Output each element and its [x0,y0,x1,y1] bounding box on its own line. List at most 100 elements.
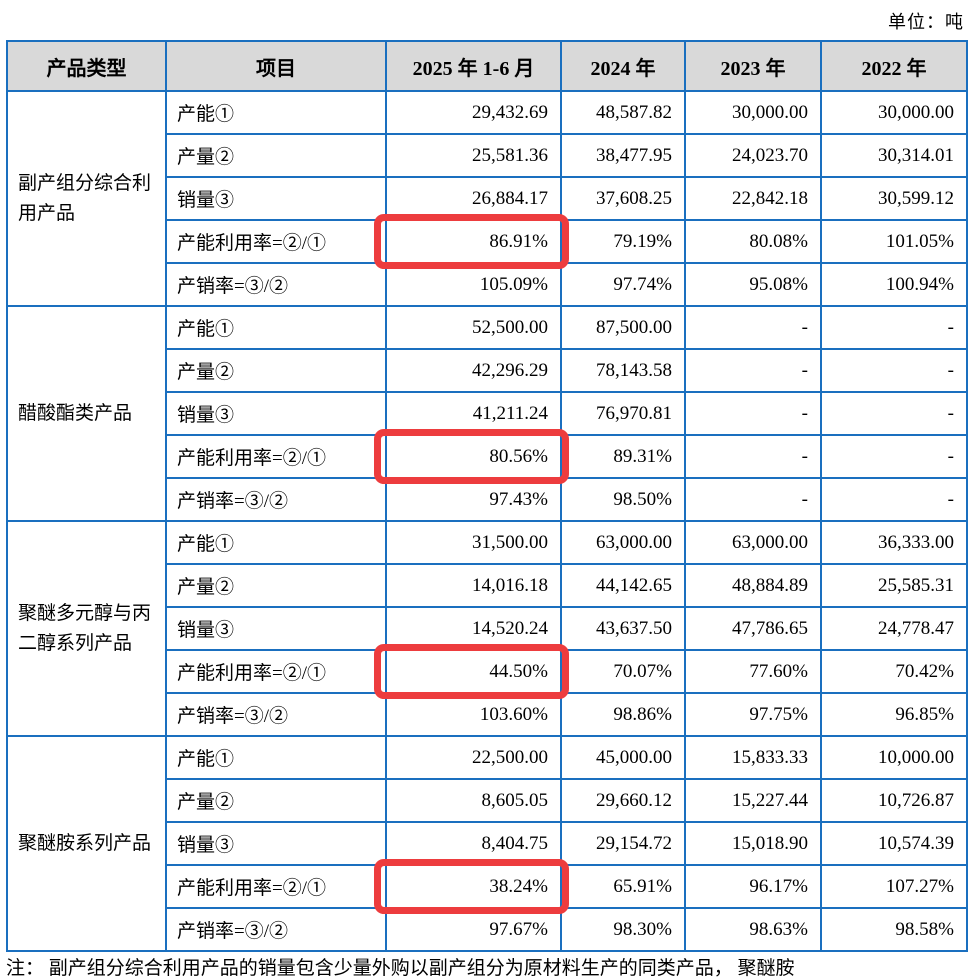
unit-label: 单位：吨 [888,12,964,32]
value-cell: 97.75% [684,692,822,737]
row-label-cell: 产能① [165,735,387,780]
value-cell: 98.30% [560,907,686,952]
value-cell: 87,500.00 [560,305,686,350]
row-label-cell: 产能利用率=②/① [165,219,387,264]
row-label-cell: 产能① [165,520,387,565]
category-cell: 醋酸酯类产品 [6,305,167,522]
table-row: 聚醚胺系列产品 产能① 22,500.00 45,000.00 15,833.3… [6,735,968,952]
category-cell: 聚醚胺系列产品 [6,735,167,952]
value-cell: 105.09% [385,262,562,307]
value-cell: 37,608.25 [560,176,686,221]
header-row: 产品类型 项目 2025 年 1-6 月 2024 年 2023 年 2022 … [6,40,968,92]
value-cell: 25,581.36 [385,133,562,178]
value-cell: 42,296.29 [385,348,562,393]
value-cell: 52,500.00 [385,305,562,350]
value-cell: 63,000.00 [560,520,686,565]
row-label-cell: 产销率=③/② [165,262,387,307]
row-label-cell: 产销率=③/② [165,907,387,952]
row-label-cell: 产能① [165,90,387,135]
value-cell: 43,637.50 [560,606,686,651]
value-cell: - [684,305,822,350]
header-2022: 2022 年 [820,40,968,92]
value-text: 86.91% [489,230,548,252]
value-cell: 30,000.00 [820,90,968,135]
row-label-cell: 销量③ [165,391,387,436]
value-cell: 48,884.89 [684,563,822,608]
table-row: 产销率=③/② 97.43% 98.50% - - [7,477,968,522]
value-cell: 36,333.00 [820,520,968,565]
value-cell: 95.08% [684,262,822,307]
value-cell: 77.60% [684,649,822,694]
value-cell: 96.17% [684,864,822,909]
category-cell: 副产组分综合利用产品 [6,90,167,307]
value-cell: 101.05% [820,219,968,264]
production-capacity-table: 产品类型 项目 2025 年 1-6 月 2024 年 2023 年 2022 … [6,40,968,952]
value-cell: 97.67% [385,907,562,952]
value-cell: - [684,391,822,436]
value-cell: - [820,348,968,393]
table-row: 产量② 25,581.36 38,477.95 24,023.70 30,314… [7,133,968,178]
value-cell: 41,211.24 [385,391,562,436]
value-cell-highlighted: 38.24% [374,859,569,914]
value-cell: 15,833.33 [684,735,822,780]
row-label-cell: 产能利用率=②/① [165,649,387,694]
value-cell: 25,585.31 [820,563,968,608]
row-label-cell: 产销率=③/② [165,692,387,737]
value-cell: 63,000.00 [684,520,822,565]
value-cell: 103.60% [385,692,562,737]
row-label-cell: 产销率=③/② [165,477,387,522]
row-label-cell: 产能利用率=②/① [165,864,387,909]
value-cell: - [684,477,822,522]
value-cell: 107.27% [820,864,968,909]
category-cell: 聚醚多元醇与丙二醇系列产品 [6,520,167,737]
value-cell: 44,142.65 [560,563,686,608]
footnote: 注： 副产组分综合利用产品的销量包含少量外购以副产组分为原材料生产的同类产品， … [6,958,795,979]
value-text: 44.50% [489,660,548,682]
value-cell: 29,432.69 [385,90,562,135]
value-cell: 8,404.75 [385,821,562,866]
row-label-cell: 产能① [165,305,387,350]
row-label-cell: 产量② [165,778,387,823]
row-label-cell: 销量③ [165,606,387,651]
value-cell: 14,520.24 [385,606,562,651]
header-2024: 2024 年 [560,40,686,92]
value-cell: 97.43% [385,477,562,522]
value-cell: 26,884.17 [385,176,562,221]
header-2023: 2023 年 [684,40,822,92]
value-cell: 89.31% [560,434,686,479]
value-cell: 8,605.05 [385,778,562,823]
value-cell: 78,143.58 [560,348,686,393]
value-cell: 98.50% [560,477,686,522]
value-cell: - [820,305,968,350]
table-row: 产量② 14,016.18 44,142.65 48,884.89 25,585… [7,563,968,608]
value-cell: 14,016.18 [385,563,562,608]
row-label-cell: 产量② [165,133,387,178]
value-cell-highlighted: 86.91% [374,214,569,269]
row-label-cell: 产量② [165,348,387,393]
value-cell: 10,574.39 [820,821,968,866]
table-row: 产销率=③/② 103.60% 98.86% 97.75% 96.85% [7,692,968,737]
value-cell: 98.63% [684,907,822,952]
value-cell: 31,500.00 [385,520,562,565]
value-cell: - [684,348,822,393]
row-label-cell: 产能利用率=②/① [165,434,387,479]
value-cell: 29,154.72 [560,821,686,866]
value-cell: 24,023.70 [684,133,822,178]
value-cell: 45,000.00 [560,735,686,780]
table-row: 聚醚多元醇与丙二醇系列产品 产能① 31,500.00 63,000.00 63… [6,520,968,737]
table-row: 销量③ 41,211.24 76,970.81 - - [7,391,968,436]
value-cell: 80.08% [684,219,822,264]
value-cell: - [820,477,968,522]
value-cell: 30,599.12 [820,176,968,221]
header-2025h1: 2025 年 1-6 月 [385,40,562,92]
value-cell: 98.86% [560,692,686,737]
value-cell: 97.74% [560,262,686,307]
value-cell: 48,587.82 [560,90,686,135]
table-row: 产能利用率=②/① 80.56% 89.31% - - [7,429,968,484]
table-row: 产能利用率=②/① 38.24% 65.91% 96.17% 107.27% [7,859,968,914]
value-cell: 79.19% [560,219,686,264]
value-cell: 24,778.47 [820,606,968,651]
value-cell: 15,227.44 [684,778,822,823]
value-cell: 65.91% [560,864,686,909]
value-cell: - [684,434,822,479]
